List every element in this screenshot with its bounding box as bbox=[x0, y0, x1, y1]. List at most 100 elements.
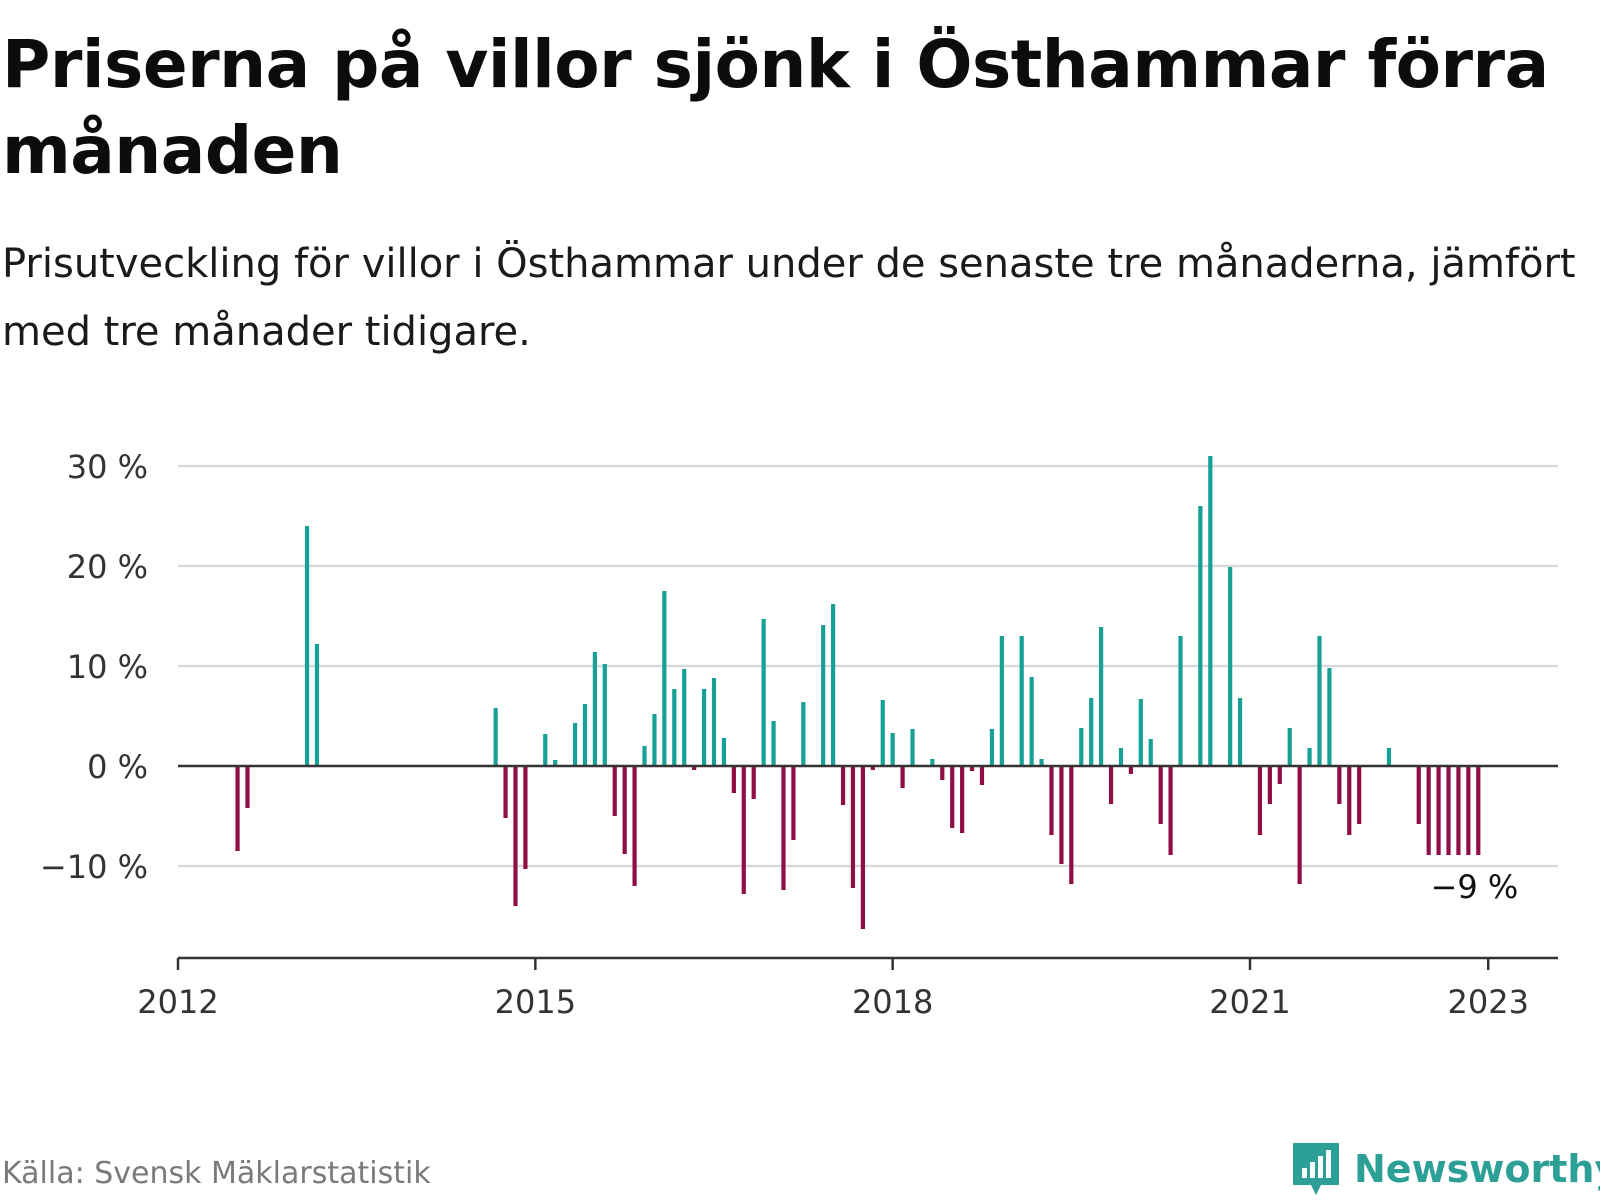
bar bbox=[1307, 748, 1312, 766]
bar bbox=[1476, 766, 1481, 855]
bar bbox=[1466, 766, 1471, 855]
bar bbox=[1108, 766, 1114, 804]
bar bbox=[304, 526, 310, 766]
bar bbox=[940, 766, 945, 780]
bar bbox=[493, 708, 498, 766]
bar bbox=[1089, 698, 1094, 766]
bar bbox=[989, 729, 995, 766]
bar bbox=[1386, 748, 1392, 766]
bar bbox=[791, 766, 796, 840]
bar bbox=[1079, 728, 1084, 766]
bar bbox=[523, 766, 528, 869]
bar bbox=[1208, 456, 1213, 766]
bar bbox=[910, 729, 915, 766]
bar bbox=[979, 766, 985, 785]
bar bbox=[960, 766, 965, 833]
bar bbox=[801, 702, 806, 766]
bar bbox=[930, 759, 935, 766]
bar bbox=[969, 766, 975, 771]
bar bbox=[602, 664, 607, 766]
bar bbox=[612, 766, 617, 816]
bar bbox=[1257, 766, 1263, 835]
bar bbox=[1138, 699, 1143, 766]
bar bbox=[1158, 766, 1163, 824]
newsworthy-logo-icon bbox=[1293, 1143, 1339, 1195]
bar bbox=[622, 766, 627, 854]
bar bbox=[870, 766, 875, 770]
bar bbox=[701, 689, 707, 766]
bar bbox=[1019, 636, 1024, 766]
bar bbox=[592, 652, 597, 766]
x-tick-label: 2015 bbox=[495, 983, 576, 1021]
x-tick-label: 2021 bbox=[1209, 983, 1290, 1021]
gridlines bbox=[178, 464, 1558, 868]
bar bbox=[1446, 766, 1451, 855]
x-axis-ticks: 2012 2015 2018 2021 2023 bbox=[137, 958, 1529, 1021]
bar bbox=[235, 766, 240, 851]
bar bbox=[314, 644, 320, 766]
bar bbox=[1059, 766, 1064, 864]
y-axis-ticks: 30 % 20 % 10 % 0 % −10 % bbox=[40, 448, 148, 886]
bar bbox=[503, 766, 508, 818]
brand-logo: Newsworthy bbox=[1290, 1140, 1600, 1198]
bar bbox=[711, 678, 717, 766]
x-tick-label: 2018 bbox=[852, 983, 933, 1021]
bar bbox=[771, 721, 776, 766]
axes bbox=[178, 764, 1558, 960]
bar bbox=[682, 669, 687, 766]
x-tick-label: 2023 bbox=[1448, 983, 1529, 1021]
bar bbox=[1357, 766, 1362, 824]
bar bbox=[1198, 506, 1203, 766]
chart-subtitle: Prisutveckling för villor i Östhammar un… bbox=[2, 241, 1576, 355]
bar bbox=[831, 604, 836, 766]
bar bbox=[543, 734, 548, 766]
bar bbox=[1128, 766, 1133, 774]
bar bbox=[652, 714, 657, 766]
bar bbox=[642, 746, 647, 766]
bar bbox=[731, 766, 736, 793]
bar bbox=[840, 766, 846, 805]
bar bbox=[1337, 766, 1342, 804]
y-tick-label: 30 % bbox=[67, 448, 148, 486]
bar bbox=[1317, 636, 1322, 766]
bar bbox=[632, 766, 637, 886]
bar bbox=[1148, 739, 1153, 766]
last-value-label: −9 % bbox=[1431, 868, 1519, 906]
bar bbox=[662, 591, 667, 766]
bar bbox=[1416, 766, 1421, 824]
bar bbox=[1029, 677, 1034, 766]
brand-name: Newsworthy bbox=[1354, 1147, 1600, 1191]
bar bbox=[1118, 748, 1124, 766]
bar bbox=[245, 766, 250, 808]
y-tick-label: 10 % bbox=[67, 648, 148, 686]
bar bbox=[553, 760, 558, 766]
bar bbox=[1267, 766, 1272, 804]
bar-chart: 30 % 20 % 10 % 0 % −10 % 2012 2015 2018 2021 202… bbox=[40, 448, 1558, 1021]
bar bbox=[1069, 766, 1074, 884]
bar bbox=[1347, 766, 1352, 835]
bar bbox=[1297, 766, 1302, 884]
bar bbox=[1178, 636, 1183, 766]
bar bbox=[850, 766, 856, 888]
bar bbox=[999, 636, 1004, 766]
y-tick-label: −10 % bbox=[40, 848, 148, 886]
bar bbox=[741, 766, 746, 894]
bar bbox=[692, 766, 697, 770]
bar bbox=[672, 689, 677, 766]
bar bbox=[900, 766, 905, 788]
bar bbox=[572, 723, 578, 766]
annotations: −9 % bbox=[1431, 868, 1519, 906]
bar bbox=[751, 766, 756, 799]
bar bbox=[781, 766, 786, 890]
bar bbox=[582, 704, 588, 766]
bar bbox=[1039, 759, 1044, 766]
bar bbox=[1099, 627, 1104, 766]
bar bbox=[1237, 698, 1243, 766]
bar bbox=[1287, 728, 1292, 766]
x-tick-label: 2012 bbox=[137, 983, 218, 1021]
bar bbox=[1049, 766, 1054, 835]
bar bbox=[1436, 766, 1441, 855]
bar bbox=[880, 700, 885, 766]
bar bbox=[1456, 766, 1461, 855]
bar bbox=[1228, 567, 1233, 766]
